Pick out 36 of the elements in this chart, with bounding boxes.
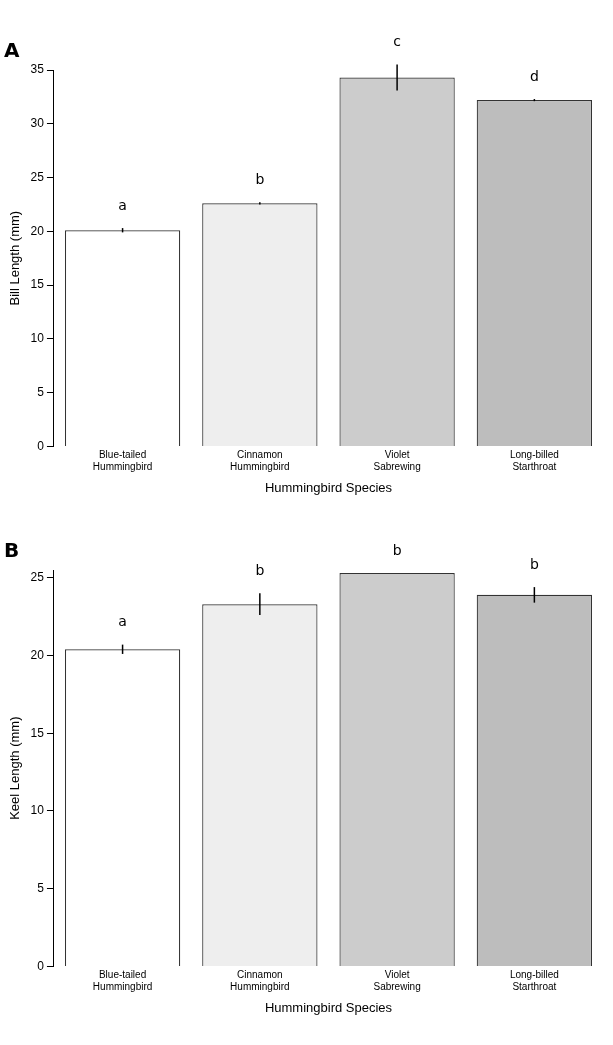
x-tick-label: Cinnamon Hummingbird [230,449,290,473]
annotation: a [118,613,127,630]
y-tick-label: 25 [30,570,45,585]
y-tick-label: 5 [37,880,45,895]
annotation: b [255,561,265,578]
y-tick-label: 25 [30,169,45,184]
y-tick-label: 35 [30,62,45,77]
x-tick-label: Blue-tailed Hummingbird [92,449,153,473]
text: b [392,541,402,558]
y-tick-label: 0 [37,438,45,453]
chart-title: B [4,538,20,563]
y-axis-title: Keel Length (mm) [7,716,23,820]
y-tick-label: 5 [37,384,45,399]
x-tick-label: Cinnamon Hummingbird [230,969,290,993]
y-tick-label: 0 [37,958,45,973]
x-tick-label: Violet Sabrewing [373,969,421,993]
x-tick-label: Blue-tailed Hummingbird [92,969,153,993]
annotation: b [529,555,539,572]
x-tick-label: Violet Sabrewing [373,449,421,473]
y-tick-label: 15 [30,277,45,292]
text: c [393,33,401,50]
chart-title: A [4,38,20,63]
annotation: b [255,170,265,187]
x-tick-label: Long-billed Starthroat [509,969,559,993]
x-axis-title: Hummingbird Species [264,479,393,495]
y-tick-label: 15 [30,725,45,740]
y-axis-title: Bill Length (mm) [7,210,23,306]
annotation: d [529,67,539,84]
y-tick-label: 20 [30,647,45,662]
y-tick-label: 20 [30,223,45,238]
x-tick-label: Long-billed Starthroat [509,449,559,473]
annotation: a [118,196,127,213]
x-axis-title: Hummingbird Species [264,999,393,1015]
y-tick-label: 10 [30,331,45,346]
y-tick-label: 10 [30,803,45,818]
y-tick-label: 30 [30,116,45,131]
